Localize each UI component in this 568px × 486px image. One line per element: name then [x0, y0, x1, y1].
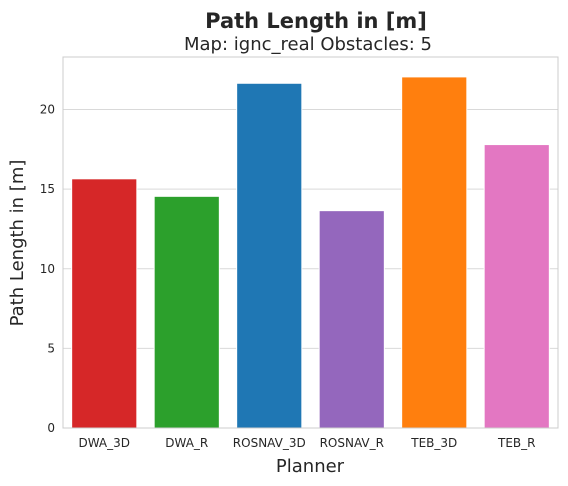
y-tick-label: 20 [40, 103, 55, 117]
x-tick-labels: DWA_3D DWA_R ROSNAV_3D ROSNAV_R TEB_3D TEB_R [78, 436, 535, 450]
bar-dwa-3d [71, 178, 138, 429]
x-tick-label: DWA_R [165, 436, 208, 450]
bar-rosnav-3d [236, 82, 303, 429]
x-axis-label: Planner [276, 456, 345, 477]
bar-rosnav-r [318, 210, 385, 429]
y-tick-label: 15 [40, 182, 55, 196]
bars [71, 76, 550, 429]
x-tick-label: TEB_R [497, 436, 535, 450]
y-tick-labels: 0 5 10 15 20 [40, 103, 55, 435]
bar-teb-r [483, 144, 550, 429]
y-axis-label: Path Length in [m] [7, 160, 28, 327]
y-tick-label: 10 [40, 262, 55, 276]
y-tick-label: 0 [47, 421, 55, 435]
bar-teb-3d [401, 76, 468, 429]
x-tick-label: ROSNAV_R [320, 436, 384, 450]
x-tick-label: DWA_3D [78, 436, 130, 450]
chart-subtitle: Map: ignc_real Obstacles: 5 [184, 34, 432, 55]
bar-dwa-r [153, 195, 220, 429]
x-tick-label: ROSNAV_3D [233, 436, 306, 450]
chart-title: Path Length in [m] [205, 9, 427, 33]
plot-area: 0 5 10 15 20 DWA_3D DWA_R ROSNAV_3D ROSNAV_R TEB… [40, 56, 559, 450]
x-tick-label: TEB_3D [410, 436, 457, 450]
plot-frame [62, 56, 559, 429]
y-tick-label: 5 [47, 341, 55, 355]
